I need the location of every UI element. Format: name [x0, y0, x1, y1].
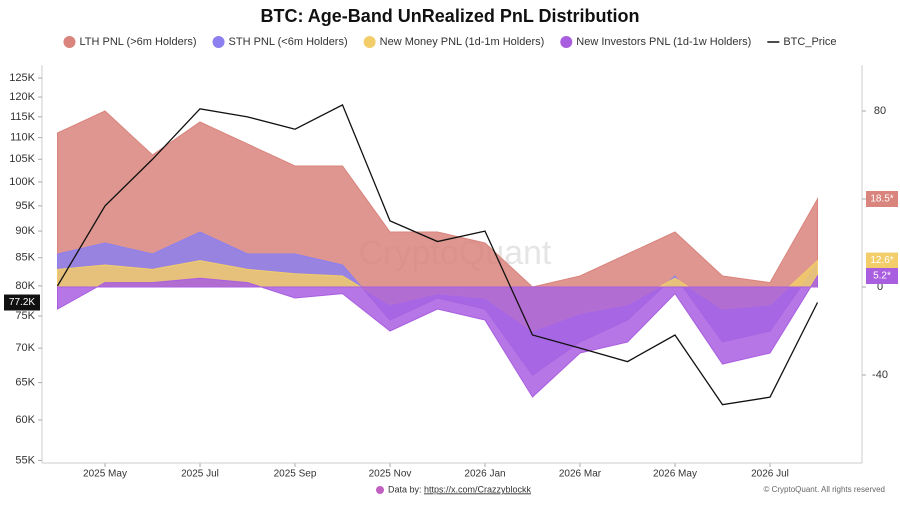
y2-tick-label: -40 — [872, 369, 888, 381]
current-label: 18.5* — [870, 194, 893, 205]
current-badge — [866, 268, 898, 284]
legend-item: BTC_Price — [767, 36, 837, 48]
y-tick-label: 55K — [15, 454, 35, 466]
x-tick-label: 2025 Sep — [274, 469, 317, 480]
legend-label: STH PNL (<6m Holders) — [229, 36, 348, 48]
legend-item: New Money PNL (1d-1m Holders) — [363, 36, 545, 48]
credit-icon — [376, 486, 384, 494]
x-tick-label: 2025 Jul — [181, 469, 219, 480]
x-tick-label: 2026 Mar — [559, 469, 602, 480]
legend: LTH PNL (>6m Holders) STH PNL (<6m Holder… — [63, 36, 837, 48]
current-label: 5.2* — [873, 271, 891, 282]
credit: Data by: — [388, 484, 422, 494]
legend-item: New Investors PNL (1d-1w Holders) — [560, 36, 751, 48]
current-badge — [866, 252, 898, 269]
y-tick-label: 85K — [15, 252, 35, 264]
current-badge — [4, 294, 40, 311]
current-label: 12.6* — [870, 255, 893, 266]
chart-title: BTC: Age-Band UnRealized PnL Distributio… — [260, 6, 639, 26]
pnl-area — [57, 110, 818, 288]
legend-label: New Money PNL (1d-1m Holders) — [380, 36, 545, 48]
legend-item: STH PNL (<6m Holders) — [212, 36, 348, 48]
pnl-area — [57, 274, 818, 398]
legend-label: BTC_Price — [783, 36, 836, 48]
x-tick-label: 2026 May — [653, 469, 697, 480]
legend-swatch — [63, 36, 76, 48]
price-line — [56, 103, 819, 406]
legend-swatch — [363, 36, 376, 48]
y-tick-label: 65K — [15, 377, 35, 389]
y-tick-label: 95K — [15, 200, 35, 212]
x-tick-label: 2025 Nov — [369, 469, 412, 480]
y-tick-label: 75K — [15, 310, 35, 322]
legend-swatch — [560, 36, 573, 48]
y-tick-label: 105K — [9, 153, 35, 165]
x-tick-label: 2026 Jul — [751, 469, 789, 480]
y2-tick-label: 0 — [877, 281, 883, 293]
y-tick-label: 115K — [10, 111, 36, 123]
y-tick-label: 80K — [15, 280, 35, 292]
legend-swatch — [212, 36, 225, 48]
y-tick-label: 70K — [15, 342, 35, 354]
current-badge — [866, 191, 898, 207]
y-tick-label: 60K — [15, 414, 35, 426]
x-tick-label: 2026 Jan — [464, 469, 505, 480]
copyright: © CryptoQuant. All rights reserved — [764, 485, 886, 494]
current-label: 77.2K — [9, 297, 35, 308]
y-tick-label: 110K — [10, 131, 36, 143]
y-tick-label: 100K — [9, 176, 35, 188]
y2-tick-label: 80 — [874, 105, 886, 117]
y-tick-label: 125K — [9, 72, 35, 84]
legend-item: LTH PNL (>6m Holders) — [63, 36, 197, 48]
y-tick-label: 120K — [9, 91, 35, 103]
y-tick-label: 90K — [15, 225, 35, 237]
x-tick-label: 2025 May — [83, 469, 127, 480]
credit-link[interactable]: https://x.com/Crazzyblockk — [424, 484, 532, 494]
legend-label: LTH PNL (>6m Holders) — [79, 36, 196, 48]
legend-label: New Investors PNL (1d-1w Holders) — [576, 36, 751, 48]
